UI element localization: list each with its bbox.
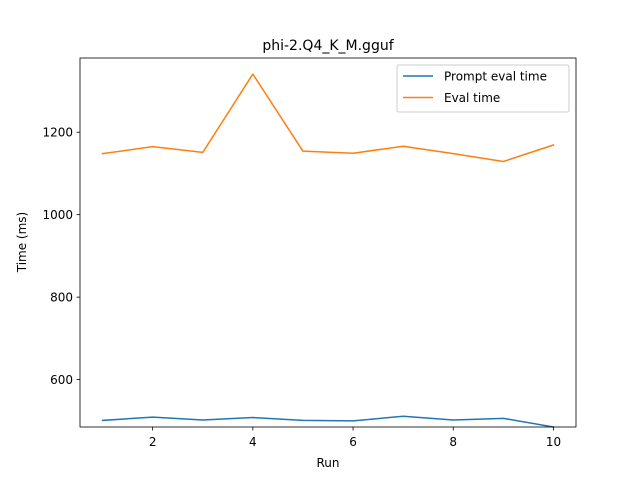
chart-title: phi-2.Q4_K_M.gguf xyxy=(262,38,394,54)
plot-area xyxy=(79,57,577,428)
legend: Prompt eval time Eval time xyxy=(396,64,570,113)
x-tick-label: 8 xyxy=(449,435,457,449)
y-tick-label: 1000 xyxy=(42,208,73,222)
plot-background xyxy=(80,58,576,427)
plot-frame xyxy=(79,57,577,428)
y-tick-label: 1200 xyxy=(42,126,73,140)
y-axis: 600 800 1000 1200 xyxy=(42,126,80,387)
x-axis-label: Run xyxy=(316,456,339,470)
series-line-2 xyxy=(101,73,555,163)
x-tick-label: 4 xyxy=(249,435,257,449)
legend-label-2: Eval time xyxy=(444,91,500,105)
y-tick-label: 800 xyxy=(50,290,73,304)
y-tick-label: 600 xyxy=(50,373,73,387)
x-tick-label: 2 xyxy=(149,435,157,449)
series-layer xyxy=(101,73,555,428)
y-axis-label: Time (ms) xyxy=(15,212,29,274)
x-tick-label: 6 xyxy=(349,435,357,449)
legend-box xyxy=(396,64,570,113)
x-axis: 2 4 6 8 10 xyxy=(149,427,561,449)
x-tick-label: 10 xyxy=(546,435,561,449)
legend-label-1: Prompt eval time xyxy=(444,69,547,83)
series-line-1 xyxy=(101,415,555,428)
